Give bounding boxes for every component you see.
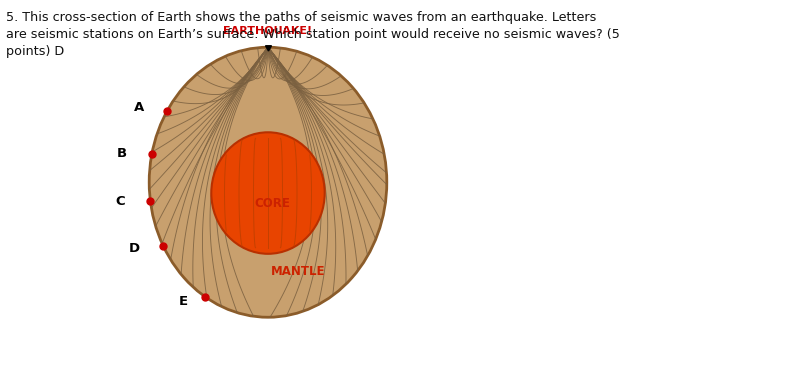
Ellipse shape: [211, 132, 325, 254]
Text: MANTLE: MANTLE: [270, 265, 325, 278]
Text: E: E: [179, 295, 188, 308]
Ellipse shape: [150, 47, 387, 317]
Text: EARTHQUAKE!: EARTHQUAKE!: [223, 25, 313, 35]
Text: C: C: [115, 195, 125, 208]
Text: 5. This cross-section of Earth shows the paths of seismic waves from an earthqua: 5. This cross-section of Earth shows the…: [6, 11, 620, 58]
Text: B: B: [117, 147, 126, 160]
Text: D: D: [129, 242, 140, 255]
Text: A: A: [134, 101, 145, 115]
Text: CORE: CORE: [254, 197, 290, 210]
